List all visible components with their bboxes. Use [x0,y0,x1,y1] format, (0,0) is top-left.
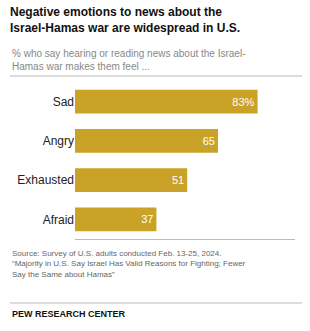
svg-text:83%: 83% [232,96,254,108]
svg-text:% who say hearing or reading n: % who say hearing or reading news about … [12,48,245,72]
svg-text:Source: Survey of U.S. adults: Source: Survey of U.S. adults conducted … [12,249,246,279]
svg-text:Negative emotions to news abou: Negative emotions to news about theIsrae… [10,5,240,35]
svg-text:Sad: Sad [53,95,74,109]
svg-text:Angry: Angry [43,134,74,148]
svg-text:Afraid: Afraid [43,213,74,227]
svg-text:37: 37 [141,213,153,225]
svg-text:PEW RESEARCH CENTER: PEW RESEARCH CENTER [12,309,126,319]
svg-text:51: 51 [172,174,184,186]
svg-text:65: 65 [203,135,215,147]
svg-text:Exhausted: Exhausted [17,173,74,187]
